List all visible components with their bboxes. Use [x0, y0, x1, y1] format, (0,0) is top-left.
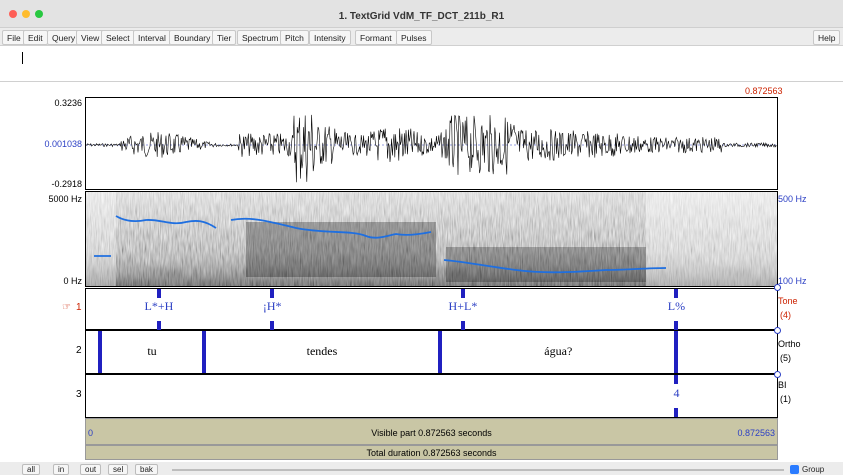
tier-1-point-marker[interactable] — [674, 321, 679, 330]
pitch-contour-segment — [230, 217, 432, 239]
zoom-to-selection-button[interactable]: sel — [108, 464, 129, 475]
tier-3-point-label: 4 — [673, 386, 680, 400]
waveform-max-label: 0.3236 — [54, 98, 82, 108]
tier-1-point-label: H+L* — [448, 299, 478, 313]
zoom-back-button[interactable]: bak — [135, 464, 158, 475]
tier-1-point-label: L*+H — [144, 299, 174, 313]
title-bar: 1. TextGrid VdM_TF_DCT_211b_R1 — [0, 0, 843, 28]
group-checkbox[interactable] — [790, 465, 799, 474]
group-label: Group — [802, 465, 825, 474]
tier-1-count: (4) — [780, 310, 791, 320]
tier-2-interval-label: tendes — [306, 344, 338, 358]
close-window-icon[interactable] — [9, 10, 17, 18]
visible-part-label: Visible part 0.872563 seconds — [371, 428, 492, 438]
zoom-in-button[interactable]: in — [53, 464, 70, 475]
zoom-out-button[interactable]: out — [80, 464, 102, 475]
horizontal-scrollbar[interactable] — [172, 469, 784, 471]
menu-edit[interactable]: Edit — [23, 30, 48, 45]
text-caret — [22, 52, 23, 64]
zoom-window-icon[interactable] — [35, 10, 43, 18]
waveform-center-label: 0.001038 — [44, 139, 82, 149]
minimize-window-icon[interactable] — [22, 10, 30, 18]
tier-2-count: (5) — [780, 353, 791, 363]
waveform-svg — [85, 114, 777, 183]
tier-1-point-marker[interactable] — [156, 321, 161, 330]
tier-1-point-marker[interactable] — [460, 289, 465, 298]
tier-bi[interactable]: 4 — [85, 374, 778, 418]
pitch-bottom-label: 100 Hz — [778, 276, 807, 286]
spectrogram-svg — [86, 192, 777, 286]
pitch-top-label: 500 Hz — [778, 194, 807, 204]
spectrogram-panel[interactable] — [85, 191, 778, 287]
menu-interval[interactable]: Interval — [133, 30, 171, 45]
tier-1-number: 1 — [76, 302, 82, 313]
menu-pitch[interactable]: Pitch — [280, 30, 309, 45]
tier-2-boundary[interactable] — [674, 331, 679, 373]
menu-tier[interactable]: Tier — [212, 30, 237, 45]
menu-boundary[interactable]: Boundary — [169, 30, 216, 45]
tier-1-handle-icon[interactable] — [774, 284, 781, 291]
tier-2-interval-label: água? — [544, 344, 573, 358]
waveform-min-label: -0.2918 — [51, 179, 82, 189]
pitch-contour-segment — [115, 215, 217, 229]
total-duration-label: Total duration 0.872563 seconds — [366, 448, 497, 458]
tier-2-boundary[interactable] — [438, 331, 443, 373]
tier-3-handle-icon[interactable] — [774, 371, 781, 378]
waveform-panel[interactable] — [85, 97, 778, 190]
tier-1-point-marker[interactable] — [156, 289, 161, 298]
tier-3-number: 3 — [76, 389, 82, 400]
tier-2-interval-label: tu — [147, 344, 157, 358]
tier-2-boundary[interactable] — [201, 331, 206, 373]
menu-spectrum[interactable]: Spectrum — [237, 30, 284, 45]
visible-part-bar[interactable]: 0 Visible part 0.872563 seconds 0.872563 — [85, 418, 778, 445]
spectrogram-voiced-region-1 — [246, 222, 436, 277]
visible-start-label: 0 — [88, 428, 94, 438]
tier-tone[interactable]: L*+H ¡H* H+L* L% — [85, 288, 778, 330]
menu-select[interactable]: Select — [101, 30, 135, 45]
interval-text-field[interactable] — [0, 46, 843, 82]
pitch-contour-segment — [443, 259, 667, 274]
menu-formant[interactable]: Formant — [355, 30, 397, 45]
tier-1-pointer-icon: ☞ — [62, 302, 71, 313]
tier-2-number: 2 — [76, 345, 82, 356]
tier-2-name: Ortho — [778, 339, 801, 349]
menu-intensity[interactable]: Intensity — [309, 30, 351, 45]
show-all-button[interactable]: all — [22, 464, 41, 475]
tier-3-point-marker[interactable] — [674, 375, 679, 384]
tier-ortho[interactable]: tu tendes água? — [85, 330, 778, 374]
tier-2-boundary[interactable] — [98, 331, 103, 373]
bottom-bar: all in out sel bak Group — [0, 462, 843, 475]
spectrogram-silence-end — [646, 192, 777, 286]
total-duration-bar[interactable]: Total duration 0.872563 seconds — [85, 445, 778, 460]
window-title: 1. TextGrid VdM_TF_DCT_211b_R1 — [338, 11, 505, 22]
spectrogram-top-label: 5000 Hz — [48, 194, 82, 204]
spectrogram-silence-start — [86, 192, 116, 286]
waveform-trace — [85, 114, 777, 183]
tier-1-point-marker[interactable] — [460, 321, 465, 330]
visible-end-label: 0.872563 — [737, 428, 775, 438]
spectrogram-bottom-label: 0 Hz — [63, 276, 82, 286]
tier-3-name: BI — [778, 380, 787, 390]
tier-1-point-marker[interactable] — [674, 289, 679, 298]
tier-1-point-marker[interactable] — [270, 289, 275, 298]
menu-bar: File Edit Query View Select Interval Bou… — [0, 28, 843, 46]
tier-1-point-marker[interactable] — [270, 321, 275, 330]
tier-2-handle-icon[interactable] — [774, 327, 781, 334]
menu-pulses[interactable]: Pulses — [396, 30, 432, 45]
tier-1-point-label: L% — [667, 299, 686, 313]
tier-1-name: Tone — [778, 296, 798, 306]
menu-help[interactable]: Help — [813, 30, 841, 45]
cursor-time-label: 0.872563 — [745, 86, 783, 96]
tier-1-point-label: ¡H* — [262, 299, 282, 313]
tier-3-count: (1) — [780, 394, 791, 404]
spectrogram-shading — [86, 192, 777, 286]
tier-3-point-marker[interactable] — [674, 408, 679, 417]
